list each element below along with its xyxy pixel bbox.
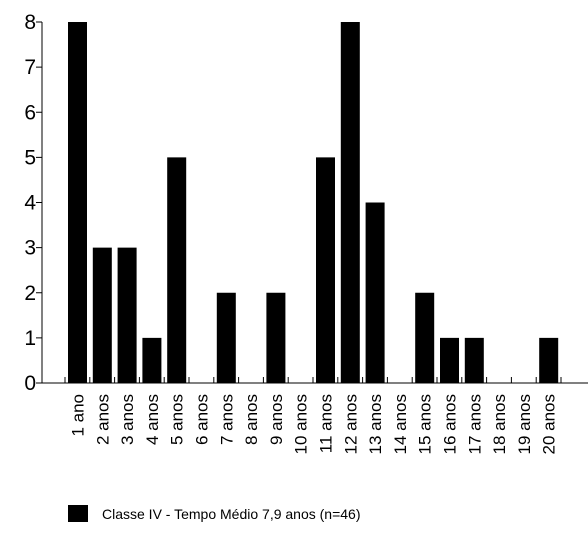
x-tick-label: 6 anos	[193, 394, 212, 445]
bar-2	[92, 247, 112, 383]
x-tick-label: 2 anos	[93, 394, 112, 445]
bar-5	[167, 157, 187, 383]
bars	[68, 22, 559, 383]
bar-7	[216, 292, 236, 383]
x-tick-label: 9 anos	[267, 394, 286, 445]
bar-1	[68, 22, 87, 383]
bar-12	[340, 22, 360, 383]
bar-17	[464, 337, 484, 383]
bar-4	[142, 337, 162, 383]
x-tick-label: 8 anos	[242, 394, 261, 445]
x-tick-label: 20 anos	[540, 394, 559, 455]
legend-label: Classe IV - Tempo Médio 7,9 anos (n=46)	[102, 506, 361, 522]
x-tick-label: 7 anos	[217, 394, 236, 445]
x-tick-label: 16 anos	[441, 394, 460, 455]
legend-swatch	[68, 505, 88, 522]
y-tick-label: 6	[24, 101, 36, 124]
bar-20	[539, 337, 559, 383]
y-tick-label: 3	[24, 237, 36, 260]
x-tick-label: 17 anos	[465, 394, 484, 455]
x-tick-label: 18 anos	[490, 394, 509, 455]
x-tick-label: 15 anos	[416, 394, 435, 455]
x-tick-label: 5 anos	[168, 394, 187, 445]
y-tick-label: 2	[24, 282, 36, 305]
x-tick-label: 19 anos	[515, 394, 534, 455]
x-tick-label: 13 anos	[366, 394, 385, 455]
bar-16	[440, 337, 459, 383]
x-tick-label: 1 ano	[69, 394, 88, 437]
x-tick-label: 11 anos	[317, 394, 336, 453]
x-tick-label: 12 anos	[341, 394, 360, 455]
x-axis: 1 ano 2 anos 3 anos 4 anos 5 anos 6 anos 7 ano…	[42, 377, 588, 455]
bar-9	[266, 292, 286, 383]
y-tick-label: 8	[24, 11, 36, 34]
y-tick-label: 4	[24, 192, 36, 215]
legend: Classe IV - Tempo Médio 7,9 anos (n=46)	[68, 505, 361, 522]
y-tick-label: 5	[24, 146, 36, 169]
x-tick-label: 14 anos	[391, 394, 410, 455]
y-axis: 0 1 2 3 4 5 6 7 8	[24, 11, 43, 395]
y-tick-label: 0	[24, 372, 36, 395]
x-tick-label: 10 anos	[292, 394, 311, 455]
bar-3	[117, 247, 137, 383]
x-tick-label: 3 anos	[118, 394, 137, 445]
y-tick-label: 7	[24, 56, 36, 79]
y-tick-label: 1	[24, 327, 36, 350]
bar-11	[316, 157, 335, 383]
bar-15	[415, 292, 435, 383]
x-tick-label: 4 anos	[143, 394, 162, 445]
bar-13	[365, 202, 385, 383]
